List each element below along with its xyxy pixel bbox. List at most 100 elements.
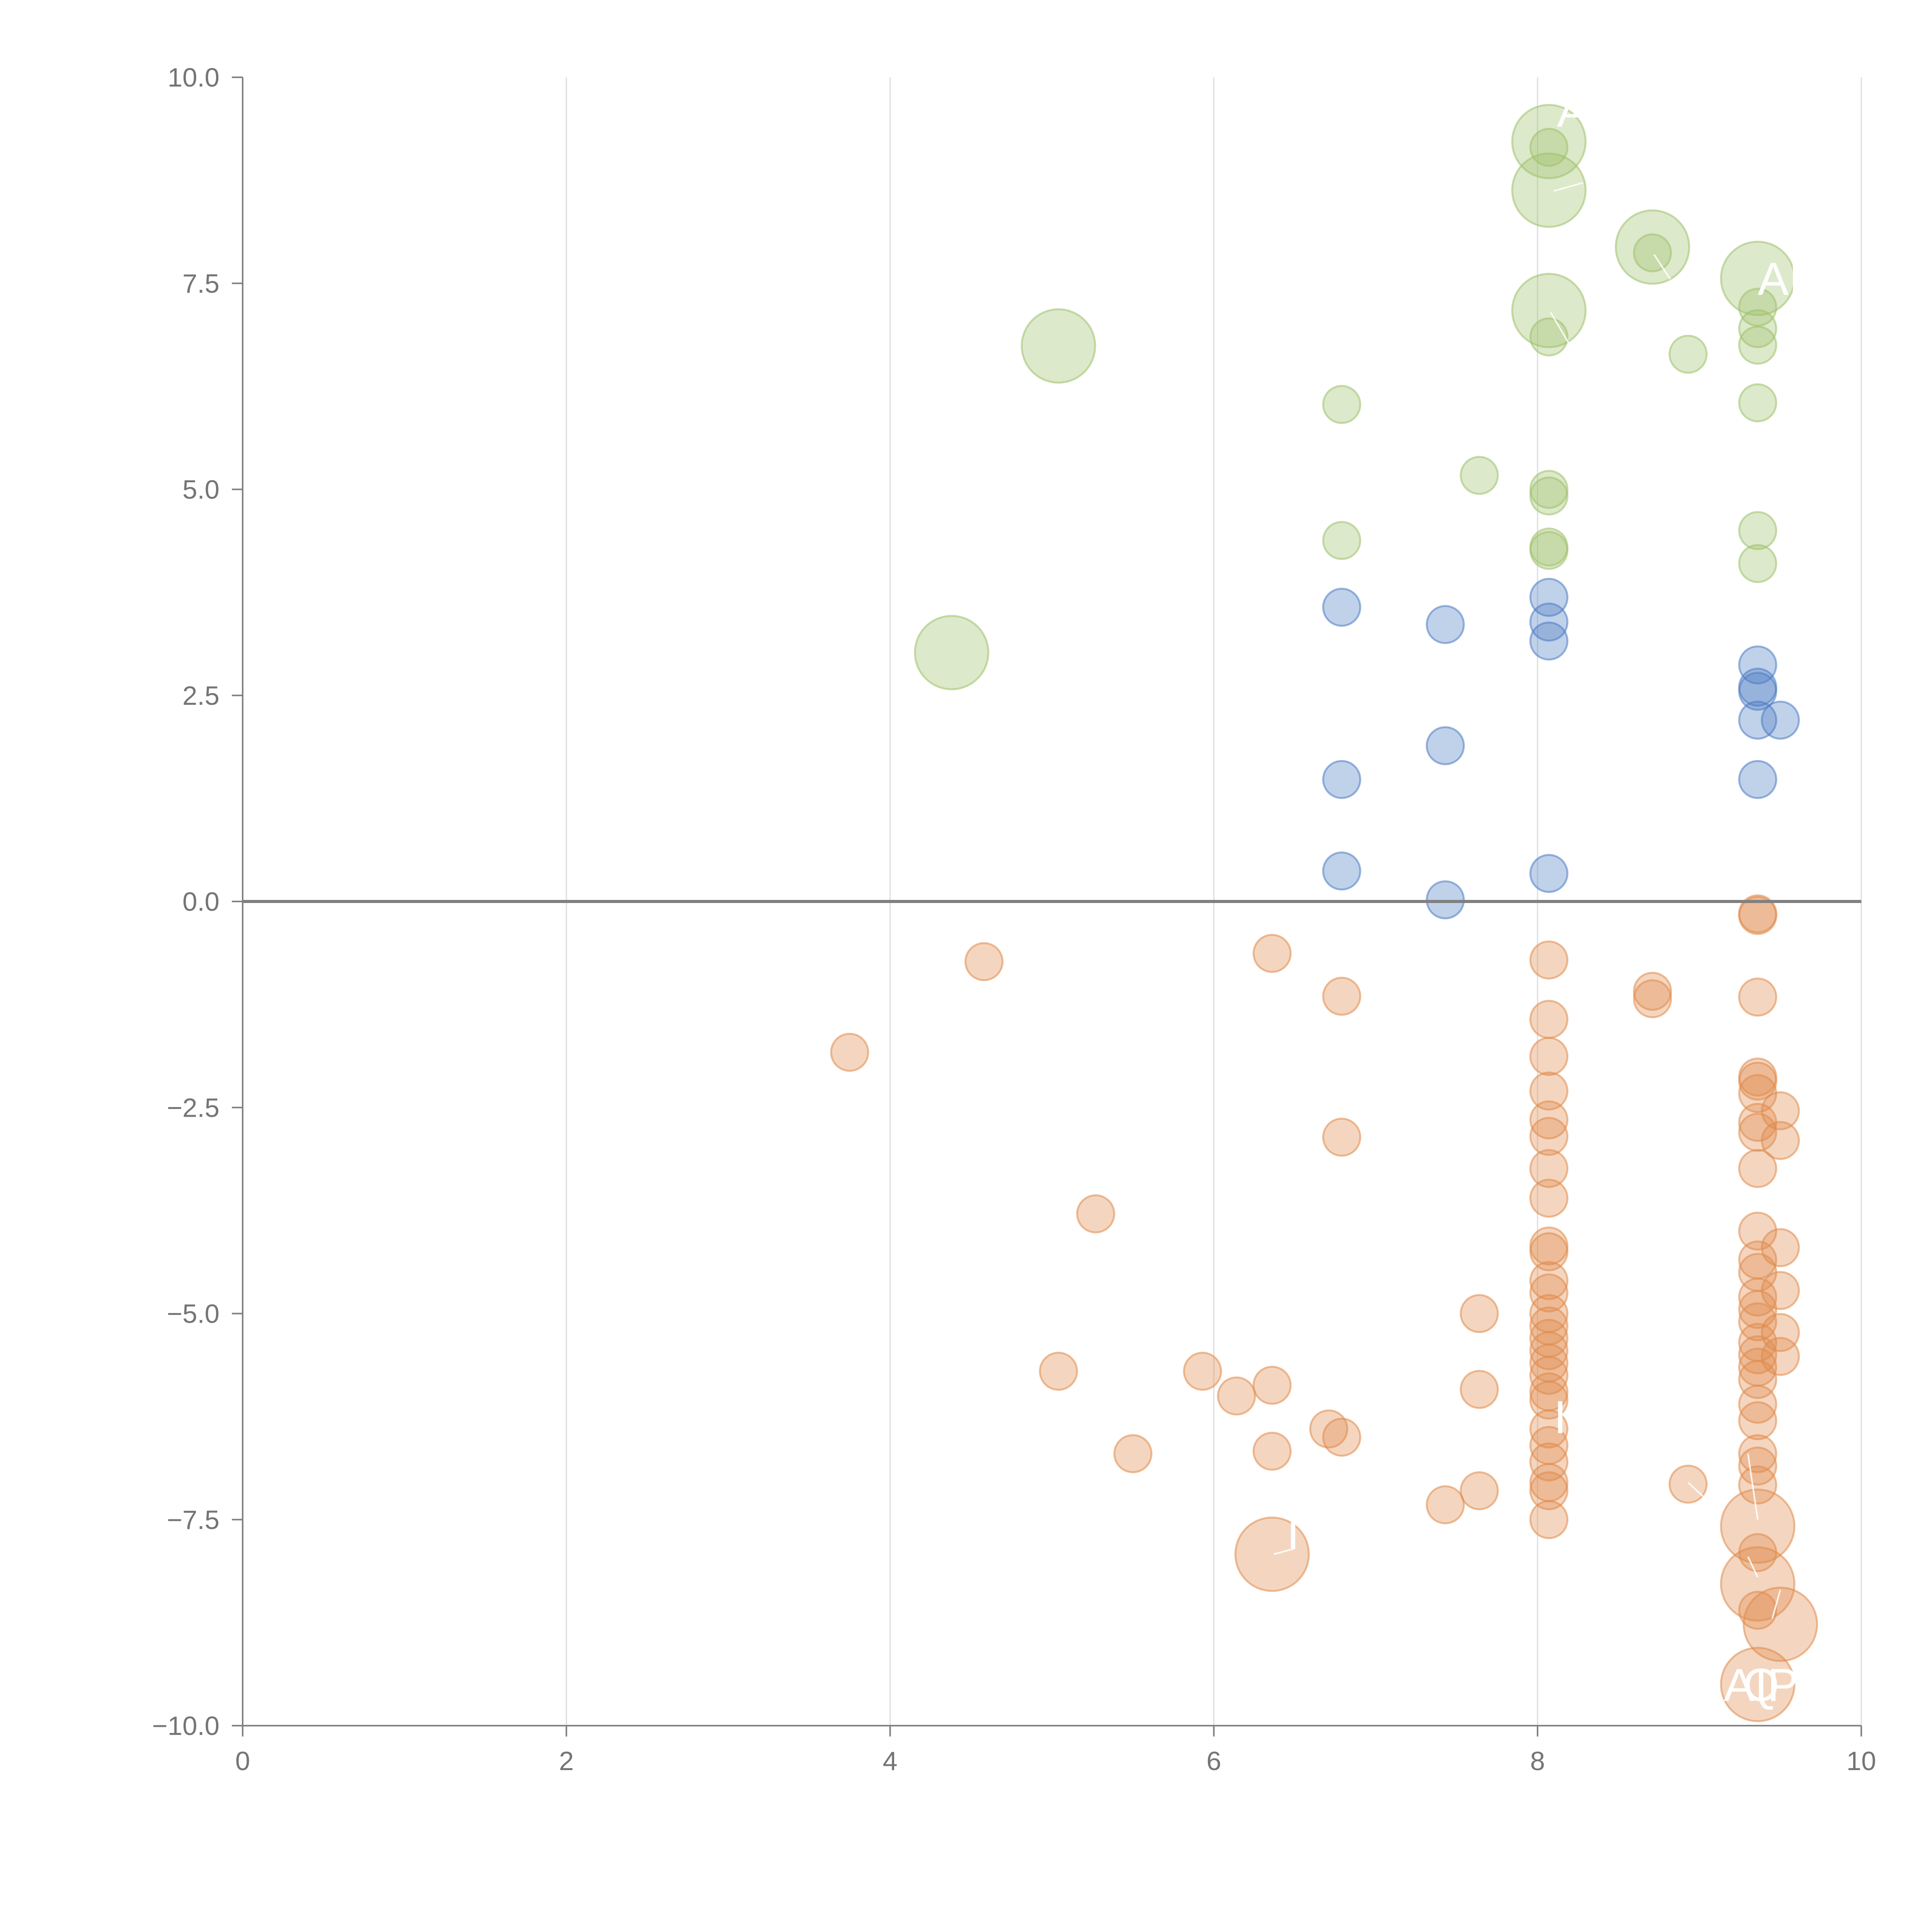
data-point-orange (1738, 1590, 1777, 1630)
data-point-orange (1529, 1500, 1569, 1539)
annotation-leader (1747, 1453, 1759, 1520)
data-point-orange (1720, 1488, 1796, 1564)
data-point-orange (1738, 977, 1777, 1017)
data-point-blue (1529, 621, 1569, 661)
data-point-orange (1668, 1464, 1708, 1504)
data-point-orange (1322, 1417, 1361, 1457)
y-tick-label: −7.5 (167, 1505, 219, 1535)
data-point-green (1738, 544, 1777, 583)
data-point-blue (1738, 701, 1777, 740)
data-point-green (1738, 383, 1777, 423)
x-tick-label: 8 (1530, 1746, 1545, 1776)
data-point-orange (1738, 1434, 1777, 1473)
data-point-blue (1761, 701, 1800, 740)
data-point-orange (1322, 1117, 1361, 1157)
data-point-orange (1425, 1485, 1465, 1524)
data-point-green (1633, 233, 1672, 272)
data-point-orange (1529, 1179, 1569, 1218)
data-point-orange (1529, 940, 1569, 980)
data-point-orange (1738, 1465, 1777, 1505)
data-point-orange (1039, 1352, 1078, 1391)
annotation-leader (1771, 1589, 1781, 1619)
data-point-blue (1425, 726, 1465, 765)
data-point-green (1459, 456, 1499, 495)
data-point-orange (1459, 1294, 1499, 1333)
data-point-orange (1761, 1121, 1800, 1160)
data-point-orange (1738, 1149, 1777, 1188)
data-point-orange (1738, 1302, 1777, 1342)
data-points (830, 104, 1818, 1722)
data-point-green (1738, 511, 1777, 550)
data-point-green (914, 615, 990, 690)
y-tick-label: 0.0 (182, 887, 219, 917)
data-point-orange (1529, 1000, 1569, 1039)
data-point-blue (1425, 605, 1465, 644)
annotation-leader (1553, 182, 1583, 192)
data-point-orange (1529, 1261, 1569, 1300)
data-point-green (1738, 325, 1777, 365)
data-point-green (1511, 152, 1587, 228)
data-point-orange (1234, 1516, 1310, 1592)
data-point-green (1020, 308, 1096, 384)
y-tick-label: 7.5 (182, 269, 219, 298)
y-tick-label: 10.0 (168, 63, 219, 92)
data-point-orange (1252, 934, 1292, 973)
data-point-orange (830, 1032, 869, 1072)
data-point-orange (1738, 896, 1777, 935)
data-point-orange (1252, 1366, 1292, 1405)
data-point-orange (1529, 1071, 1569, 1111)
data-point-orange (1529, 1273, 1569, 1313)
axes: 10.0 7.5 5.0 2.5 0.0 −2.5 −5.0 −7.5 −10.0 0 2 4 6 8 10 (152, 63, 1876, 1776)
data-point-orange (1743, 1587, 1818, 1662)
x-tick-label: 2 (559, 1746, 574, 1776)
data-point-orange (1529, 1471, 1569, 1510)
data-point-orange (1738, 1061, 1777, 1101)
data-point-orange (1529, 1100, 1569, 1139)
data-point-green (1322, 385, 1361, 424)
data-point-blue (1322, 760, 1361, 799)
data-point-orange (1633, 979, 1672, 1019)
data-point-orange (1529, 1409, 1569, 1449)
y-tick-label: −5.0 (167, 1299, 219, 1329)
y-tick-label: −10.0 (152, 1711, 219, 1741)
data-point-orange (1529, 1117, 1569, 1156)
data-point-orange (964, 942, 1004, 981)
data-point-orange (1529, 1442, 1569, 1481)
data-point-green (1511, 104, 1587, 179)
data-point-orange (1720, 1646, 1796, 1722)
data-point-orange (1529, 1380, 1569, 1420)
annotation-label: A (1557, 85, 1588, 137)
data-point-orange (1459, 1370, 1499, 1409)
data-point-orange (1322, 976, 1361, 1016)
data-point-green (1738, 309, 1777, 349)
annotation-label: I (1554, 1391, 1566, 1443)
data-point-green (1668, 335, 1708, 374)
data-point-blue (1738, 760, 1777, 799)
data-point-green (1529, 128, 1569, 167)
data-point-green (1322, 521, 1361, 560)
data-point-blue (1738, 672, 1777, 711)
y-tick-label: 2.5 (182, 681, 219, 711)
data-point-blue (1322, 588, 1361, 627)
y-tick-label: −2.5 (167, 1093, 219, 1122)
data-point-blue (1322, 851, 1361, 891)
annotation-label: AI (1724, 1659, 1767, 1711)
y-tick-label: 5.0 (182, 475, 219, 505)
annotation-leader (1653, 254, 1671, 280)
data-point-green (1529, 531, 1569, 570)
data-point-orange (1738, 1211, 1777, 1251)
x-tick-label: 10 (1847, 1746, 1876, 1776)
annotation-label: P (1767, 1659, 1798, 1711)
data-point-orange (1529, 1149, 1569, 1188)
annotation-label: AI (1758, 253, 1801, 305)
x-tick-label: 6 (1206, 1746, 1221, 1776)
x-tick-label: 4 (883, 1746, 897, 1776)
data-point-orange (1076, 1194, 1116, 1233)
data-point-orange (1252, 1432, 1292, 1471)
annotation-leader (1747, 1556, 1759, 1578)
data-point-orange (1183, 1352, 1222, 1391)
x-tick-label: 0 (235, 1746, 250, 1776)
data-point-green (1720, 240, 1796, 316)
